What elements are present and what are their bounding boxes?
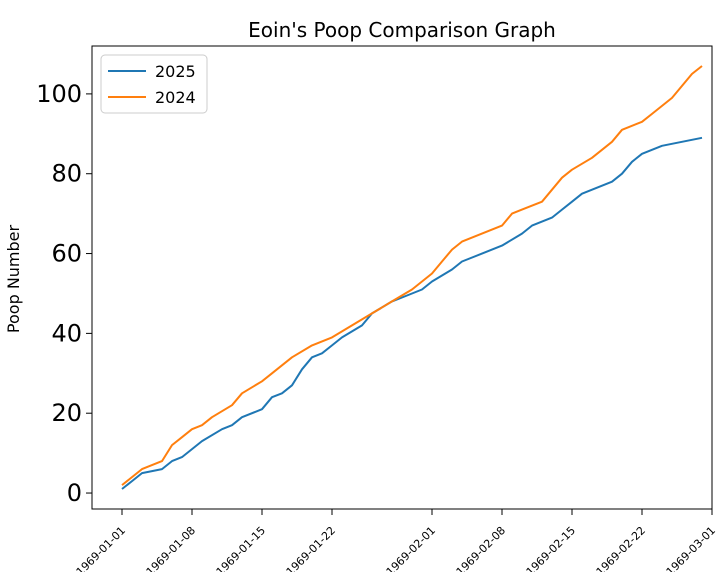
plot-frame [91, 45, 713, 510]
y-axis-label: Poop Number [4, 224, 23, 333]
x-tick-label: 1969-01-22 [284, 524, 338, 572]
x-tick-label: 1969-02-01 [384, 524, 438, 572]
y-axis: 0 20 40 60 80 100 [36, 80, 92, 507]
chart-title: Eoin's Poop Comparison Graph [248, 18, 556, 42]
x-tick-label: 1969-01-15 [214, 524, 268, 572]
legend: 2025 2024 [100, 54, 208, 114]
y-tick-label: 20 [51, 399, 82, 427]
x-tick-label: 1969-03-01 [664, 524, 718, 572]
y-tick-label: 80 [51, 160, 82, 188]
x-tick-label: 1969-02-15 [524, 524, 578, 572]
series-line-2025 [121, 136, 703, 490]
series-line-2024 [121, 65, 703, 486]
x-tick-label: 1969-01-08 [144, 524, 198, 572]
y-tick-label: 100 [36, 80, 82, 108]
x-axis: 1969-01-01 1969-01-08 1969-01-15 1969-01-22… [74, 509, 718, 572]
y-tick-label: 40 [51, 319, 82, 347]
x-tick-label: 1969-02-22 [594, 524, 648, 572]
legend-label-2025: 2025 [155, 62, 196, 81]
legend-label-2024: 2024 [155, 88, 196, 107]
y-tick-label: 60 [51, 240, 82, 268]
plot-lines [121, 65, 703, 490]
legend-box [100, 54, 208, 114]
y-tick-label: 0 [67, 479, 82, 507]
x-tick-label: 1969-01-01 [74, 524, 128, 572]
x-tick-label: 1969-02-08 [454, 524, 508, 572]
